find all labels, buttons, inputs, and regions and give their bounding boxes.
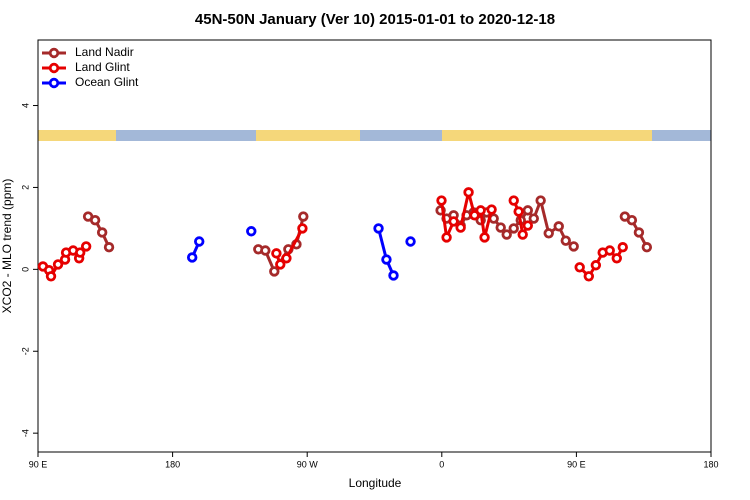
x-tick-label: 90 E bbox=[567, 459, 586, 469]
point bbox=[246, 226, 257, 237]
y-tick-label: 0 bbox=[20, 267, 30, 272]
point bbox=[281, 253, 292, 264]
point bbox=[611, 253, 622, 264]
y-tick-label: -2 bbox=[20, 347, 30, 355]
point bbox=[463, 187, 474, 198]
point bbox=[553, 221, 564, 232]
x-tick-label: 90 W bbox=[297, 459, 319, 469]
point bbox=[388, 270, 399, 281]
point bbox=[528, 213, 539, 224]
legend-label: Land Nadir bbox=[75, 45, 134, 59]
legend-marker bbox=[48, 62, 60, 74]
point bbox=[269, 266, 280, 277]
point bbox=[617, 242, 628, 253]
point bbox=[479, 232, 490, 243]
point bbox=[381, 254, 392, 265]
point bbox=[574, 262, 585, 273]
point bbox=[501, 229, 512, 240]
point bbox=[297, 223, 308, 234]
x-axis-label: Longitude bbox=[349, 476, 402, 490]
point bbox=[522, 205, 533, 216]
point bbox=[52, 259, 64, 270]
legend-marker bbox=[48, 47, 60, 59]
point bbox=[436, 195, 447, 206]
point bbox=[298, 211, 309, 222]
point bbox=[508, 195, 519, 206]
point bbox=[441, 232, 452, 243]
point bbox=[641, 242, 653, 253]
x-tick-label: 180 bbox=[165, 459, 180, 469]
x-tick-label: 180 bbox=[703, 459, 718, 469]
series-line bbox=[87, 195, 649, 275]
legend-marker bbox=[48, 77, 60, 89]
point bbox=[590, 260, 602, 271]
land-band bbox=[38, 130, 711, 141]
y-tick-label: -4 bbox=[20, 429, 30, 437]
point bbox=[508, 223, 519, 234]
point bbox=[495, 222, 506, 233]
series-line bbox=[192, 228, 410, 275]
point bbox=[186, 252, 198, 263]
point bbox=[604, 245, 615, 256]
legend-label: Ocean Glint bbox=[75, 75, 139, 89]
plot-frame bbox=[37, 39, 712, 453]
point bbox=[568, 241, 579, 252]
point bbox=[271, 248, 282, 259]
point bbox=[448, 216, 459, 227]
point bbox=[80, 241, 92, 252]
point bbox=[517, 229, 528, 240]
x-tick-label: 0 bbox=[439, 459, 444, 469]
point bbox=[535, 195, 546, 206]
point bbox=[96, 227, 108, 238]
point bbox=[543, 228, 554, 239]
point bbox=[633, 227, 645, 238]
point bbox=[583, 271, 595, 282]
point bbox=[89, 214, 101, 226]
point bbox=[260, 245, 271, 256]
point bbox=[626, 214, 638, 226]
y-axis-label: XCO2 - MLO trend (ppm) bbox=[0, 179, 14, 314]
point bbox=[455, 222, 466, 233]
x-tick-label: 90 E bbox=[29, 459, 48, 469]
series-line bbox=[42, 191, 625, 280]
point bbox=[405, 236, 416, 247]
y-tick-label: 2 bbox=[20, 185, 30, 190]
legend-label: Land Glint bbox=[75, 60, 130, 74]
chart-title: 45N-50N January (Ver 10) 2015-01-01 to 2… bbox=[195, 11, 555, 28]
point bbox=[45, 271, 57, 282]
point bbox=[103, 242, 115, 253]
point bbox=[560, 235, 571, 246]
point bbox=[194, 236, 205, 247]
point bbox=[275, 259, 286, 270]
y-tick-label: 4 bbox=[20, 103, 30, 108]
point bbox=[373, 223, 384, 234]
point bbox=[486, 204, 497, 215]
point bbox=[74, 247, 86, 258]
point bbox=[475, 205, 486, 216]
point bbox=[522, 220, 533, 231]
point bbox=[513, 206, 524, 217]
